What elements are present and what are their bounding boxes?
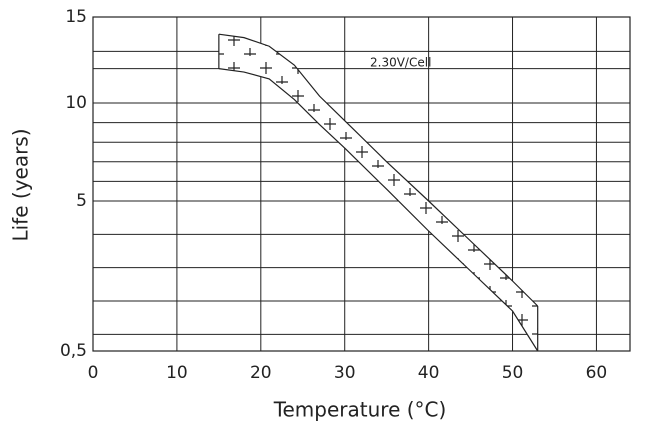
band-boundary (218, 68, 539, 352)
annotation: 2.30V/Cell (370, 56, 431, 70)
y-tick-label: 15 (65, 7, 87, 27)
grid (92, 16, 630, 352)
x-tick-label: 50 (502, 363, 524, 383)
band (218, 33, 539, 352)
y-tick-label: 0,5 (60, 341, 87, 361)
x-tick-label: 10 (166, 363, 188, 383)
y-tick-label: 10 (65, 93, 87, 113)
x-tick-label: 0 (88, 363, 99, 383)
x-tick-label: 60 (586, 363, 608, 383)
band-boundary (218, 33, 539, 307)
x-tick-label: 40 (418, 363, 440, 383)
x-tick-label: 20 (250, 363, 272, 383)
band-area (218, 34, 538, 351)
y-axis-title: Life (years) (9, 128, 33, 241)
x-tick-label: 30 (334, 363, 356, 383)
x-axis-title: Temperature (°C) (273, 398, 447, 422)
plot-frame (92, 16, 631, 352)
band-area-bg (218, 34, 538, 351)
y-tick-label: 5 (76, 191, 87, 211)
